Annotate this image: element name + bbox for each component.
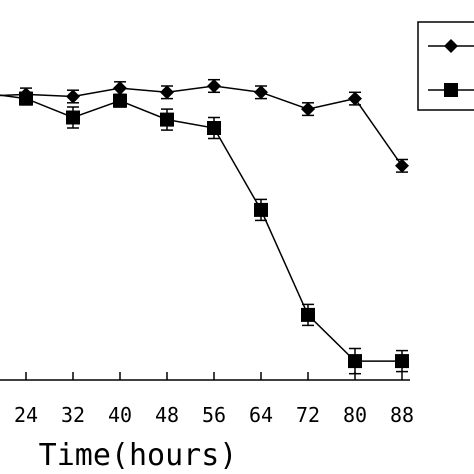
x-tick-label: 88: [390, 403, 414, 427]
series-2-point: [19, 91, 33, 106]
series-2-point: [113, 93, 127, 108]
series-1-point: [395, 158, 409, 173]
series-1-point: [160, 85, 174, 100]
x-tick-label: 56: [202, 403, 226, 427]
series-2-point: [348, 354, 362, 369]
x-tick-label: 48: [155, 403, 179, 427]
x-tick-label: 80: [343, 403, 367, 427]
series-2-point: [207, 121, 221, 135]
legend-diamond-marker: [444, 39, 458, 53]
series-1-point: [301, 102, 315, 117]
series-1-point: [207, 79, 221, 93]
series-2-point: [395, 354, 409, 369]
legend: [417, 21, 474, 111]
series-2-line: [0, 94, 402, 362]
series-1-point: [254, 85, 268, 100]
series-layer: [0, 78, 409, 375]
series-1-point: [66, 89, 80, 104]
series-1-line: [0, 85, 403, 167]
x-tick-label: 64: [249, 403, 273, 427]
series-2-point: [254, 202, 268, 217]
x-tick-label: 40: [108, 403, 132, 427]
legend-square-marker: [444, 83, 458, 97]
series-2-point: [160, 112, 174, 127]
x-axis-title: Time(hours): [39, 438, 238, 473]
x-tick-label: 72: [296, 403, 320, 427]
x-tick-label: 24: [14, 403, 38, 427]
x-tick-label: 32: [61, 403, 85, 427]
series-1-point: [348, 91, 362, 106]
series-2-point: [66, 110, 80, 125]
series-2-point: [301, 307, 315, 322]
series-1-point: [113, 81, 127, 96]
x-ticks: 24 32 40 48 56 64 72 80 88: [14, 372, 414, 427]
